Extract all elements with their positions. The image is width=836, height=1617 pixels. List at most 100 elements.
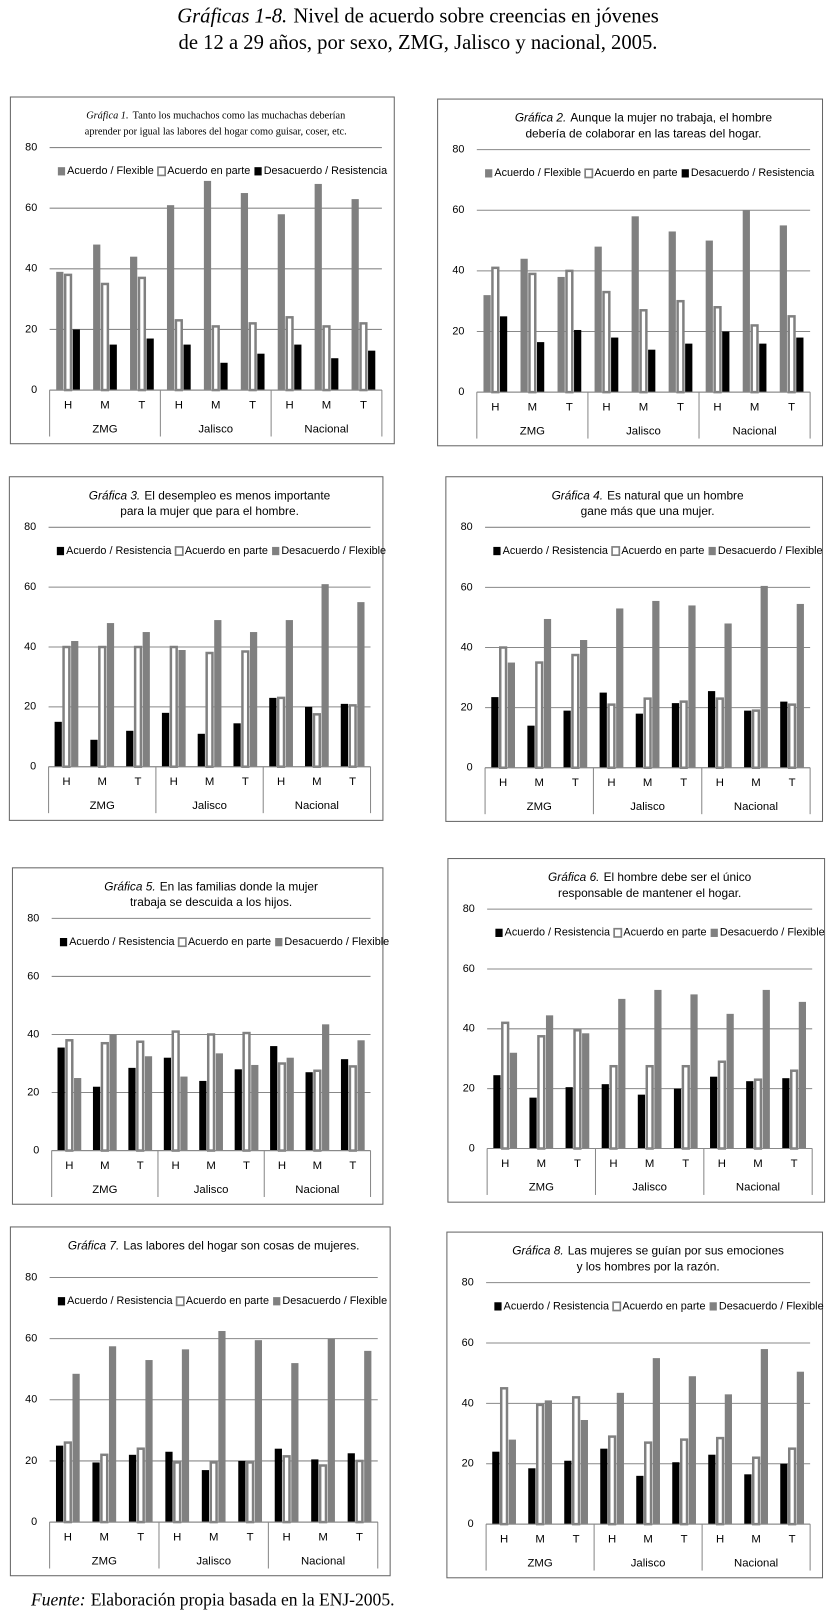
chart-panel: Gráfica 7. Las labores del hogar son cosa… — [9, 1226, 391, 1577]
bar — [249, 632, 258, 767]
bar — [128, 1454, 137, 1523]
bar — [780, 1463, 788, 1525]
bar — [715, 1436, 725, 1526]
x-tick-label: H — [277, 776, 285, 788]
bar — [241, 650, 250, 768]
group-label: ZMG — [527, 801, 552, 813]
group-label: Nacional — [301, 1555, 345, 1567]
bar — [742, 210, 750, 393]
bar — [787, 1447, 797, 1526]
bar — [248, 322, 257, 392]
bar — [580, 1419, 588, 1525]
x-tick-label: M — [100, 400, 109, 412]
bar — [108, 1346, 117, 1523]
chart-panel: Gráfica 6. El hombre debe ser el único res… — [447, 858, 826, 1203]
legend-swatch — [709, 1302, 717, 1311]
bar — [643, 697, 652, 769]
bar — [277, 214, 285, 391]
bar — [607, 1435, 617, 1526]
bar — [357, 602, 365, 767]
bar — [312, 713, 322, 768]
bar — [574, 329, 582, 393]
bar — [751, 1456, 761, 1526]
x-tick-label: M — [639, 402, 648, 414]
x-tick-label: M — [318, 1532, 327, 1544]
chart-panel: Gráfica 8. Las mujeres se guían por sus e… — [446, 1231, 824, 1579]
bar — [100, 282, 110, 392]
bar — [233, 723, 241, 767]
legend-swatch — [177, 937, 187, 948]
bar — [364, 1350, 372, 1523]
bar — [55, 1445, 64, 1523]
x-tick-label: T — [135, 776, 142, 788]
legend-label: Acuerdo en parte — [594, 167, 677, 179]
x-tick-label: H — [283, 1532, 291, 1544]
legend-swatch — [56, 546, 65, 556]
x-tick-label: T — [789, 1534, 796, 1546]
bar — [609, 1064, 618, 1150]
legend-swatch — [681, 169, 689, 178]
chart-title: Gráfica 8. Las mujeres se guían por sus e… — [512, 1244, 784, 1258]
bar — [368, 350, 376, 391]
x-tick-label: H — [64, 400, 72, 412]
title-line: Nivel de acuerdo sobre creencias en jóve… — [293, 5, 658, 27]
legend-swatch — [493, 546, 501, 556]
y-tick-label: 40 — [24, 641, 36, 653]
bar — [537, 1035, 546, 1150]
y-tick-label: 60 — [24, 581, 36, 593]
y-tick-label: 80 — [462, 1277, 474, 1289]
y-tick-label: 80 — [452, 143, 464, 155]
bar — [347, 1453, 355, 1523]
bar — [254, 1340, 263, 1523]
bar — [750, 324, 759, 394]
x-tick-label: H — [607, 777, 615, 789]
group-label: Jalisco — [626, 425, 661, 437]
bar — [130, 256, 138, 391]
bar — [611, 337, 619, 393]
x-tick-label: T — [791, 1158, 798, 1170]
bar — [571, 653, 580, 769]
legend-label: Acuerdo / Resistencia — [505, 927, 611, 939]
y-tick-label: 60 — [462, 1337, 474, 1349]
chart-title-label: Gráfica 7. — [68, 1239, 119, 1253]
chart-title-line: En las familias donde la mujer — [160, 880, 318, 894]
group-label: ZMG — [92, 1184, 117, 1196]
bar — [321, 584, 329, 767]
bar — [499, 646, 508, 769]
y-tick-label: 60 — [25, 202, 37, 214]
legend-swatch — [275, 938, 283, 947]
legend-swatch — [157, 166, 166, 177]
group-label: Jalisco — [196, 1555, 231, 1567]
bar — [205, 651, 214, 768]
bar — [528, 1468, 536, 1525]
x-tick-label: T — [349, 776, 356, 788]
bar — [173, 1461, 182, 1524]
bar — [137, 276, 147, 392]
bar — [285, 620, 293, 767]
bar — [715, 697, 724, 769]
group-label: Nacional — [295, 1184, 339, 1196]
group-label: Nacional — [734, 801, 778, 813]
legend-swatch — [254, 167, 262, 176]
legend-label: Acuerdo en parte — [185, 545, 268, 557]
bar — [545, 1015, 554, 1149]
legend-label: Acuerdo en parte — [621, 545, 704, 557]
y-tick-label: 40 — [25, 263, 37, 275]
bar — [676, 299, 685, 394]
title-label: Gráficas 1-8. — [177, 5, 287, 27]
y-tick-label: 0 — [469, 1142, 475, 1154]
bar — [535, 1403, 545, 1526]
chart-title-label: Gráfica 6. — [548, 870, 599, 884]
bar — [798, 1001, 806, 1149]
bar — [166, 205, 175, 391]
x-tick-label: M — [211, 400, 220, 412]
bar — [600, 1448, 608, 1525]
y-tick-label: 80 — [461, 521, 473, 533]
chart-title: Gráfica 3. El desempleo es menos importan… — [89, 488, 331, 502]
group-label: Nacional — [733, 425, 777, 437]
x-tick-label: T — [247, 1532, 254, 1544]
x-tick-label: M — [751, 777, 760, 789]
x-tick-label: T — [574, 1158, 581, 1170]
x-tick-label: H — [609, 1158, 617, 1170]
legend-label: Acuerdo / Flexible — [494, 167, 581, 179]
